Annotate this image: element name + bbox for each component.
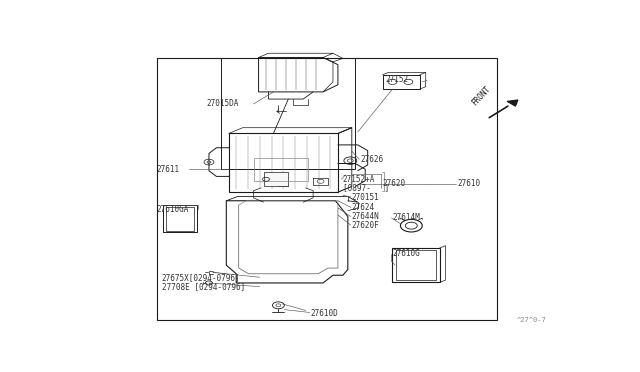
Text: 27620F: 27620F (352, 221, 380, 230)
Text: 27610D: 27610D (310, 310, 339, 318)
Polygon shape (264, 172, 288, 186)
Text: 27015DA: 27015DA (207, 99, 239, 108)
Text: 270151: 270151 (352, 193, 380, 202)
Text: ^27^0-7: ^27^0-7 (516, 317, 546, 323)
Text: 27152+A: 27152+A (343, 175, 375, 184)
Text: 27610G: 27610G (392, 249, 420, 258)
Text: 27152: 27152 (385, 74, 408, 83)
Bar (221, 58, 355, 169)
Text: 27644N: 27644N (352, 212, 380, 221)
Bar (157, 58, 497, 320)
Text: 27620: 27620 (383, 179, 406, 188)
Text: 27614M: 27614M (392, 214, 420, 222)
Text: 27611: 27611 (157, 165, 180, 174)
Text: [0897-   ]: [0897- ] (343, 183, 389, 192)
Text: 27610GA: 27610GA (157, 205, 189, 214)
Polygon shape (507, 100, 518, 106)
Text: 27626: 27626 (360, 155, 383, 164)
Text: 27708E [0294-0796]: 27708E [0294-0796] (162, 282, 245, 291)
Text: 27675X[0294-0796]: 27675X[0294-0796] (162, 273, 241, 282)
Text: 27610: 27610 (457, 179, 480, 188)
Text: 27624: 27624 (352, 203, 375, 212)
Text: FRONT: FRONT (470, 84, 493, 108)
